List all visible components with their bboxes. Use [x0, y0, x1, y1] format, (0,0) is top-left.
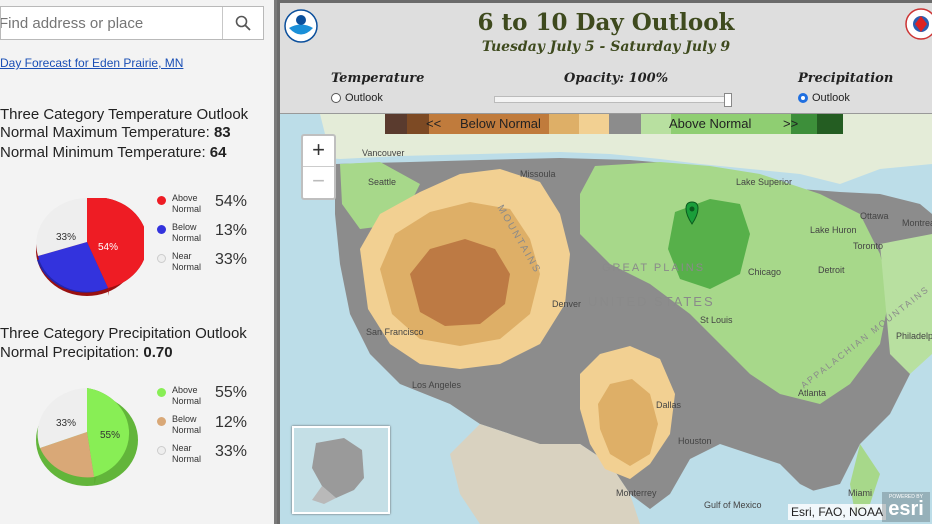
- search-input[interactable]: [1, 7, 227, 39]
- temp-legend-near: Near Normal: [157, 251, 210, 273]
- precip-above-value: 55%: [215, 384, 248, 401]
- precipitation-outlook-radio[interactable]: Outlook: [798, 92, 850, 104]
- above-color-icon: [157, 196, 166, 205]
- precip-near-value: 33%: [215, 443, 248, 460]
- search-icon: [235, 15, 251, 31]
- esri-logo: POWERED BY esri: [882, 492, 930, 522]
- legend-next-button[interactable]: >>: [783, 116, 799, 131]
- noaa-logo-icon: [284, 9, 318, 43]
- temp-above-value: 54%: [215, 193, 248, 210]
- normal-precipitation: Normal Precipitation: 0.70: [0, 344, 173, 361]
- temperature-outlook-title: Three Category Temperature Outlook: [0, 106, 249, 123]
- city-label: Gulf of Mexico: [704, 500, 762, 510]
- city-label: Toronto: [853, 241, 884, 251]
- precip-legend-below: Below Normal: [157, 414, 210, 436]
- below-normal-label: Below Normal: [460, 116, 541, 131]
- map-location-pin-icon[interactable]: [685, 201, 699, 225]
- temp-legend-above: Above Normal: [157, 193, 210, 215]
- city-label: Philadelphia: [896, 331, 932, 341]
- opacity-slider[interactable]: [494, 93, 732, 107]
- below-color-icon: [157, 417, 166, 426]
- outlook-color-legend: [385, 114, 843, 134]
- normal-min-temp: Normal Minimum Temperature: 64: [0, 144, 227, 161]
- temperature-radio-icon: [331, 93, 341, 103]
- city-label: St Louis: [700, 315, 733, 325]
- city-label: Dallas: [656, 400, 682, 410]
- outlook-panel: 6 to 10 Day Outlook Tuesday July 5 - Sat…: [280, 3, 932, 524]
- temperature-outlook-radio[interactable]: Outlook: [331, 92, 383, 104]
- city-label: Los Angeles: [412, 380, 462, 390]
- map-attribution: Esri, FAO, NOAA: [787, 504, 886, 520]
- zoom-out-button[interactable]: −: [312, 168, 325, 193]
- temp-below-value: 13%: [215, 222, 248, 239]
- city-label: Lake Huron: [810, 225, 857, 235]
- region-label: GREAT PLAINS: [602, 262, 706, 274]
- city-label: Houston: [678, 436, 712, 446]
- legend-prev-button[interactable]: <<: [426, 116, 442, 131]
- info-panel: Day Forecast for Eden Prairie, MN Three …: [0, 0, 277, 524]
- nws-logo-icon: [905, 8, 932, 40]
- temp-legend-below: Below Normal: [157, 222, 210, 244]
- search-box: [0, 6, 264, 40]
- outlook-title: 6 to 10 Day Outlook: [477, 9, 735, 36]
- outlook-map[interactable]: Vancouver Seattle Missoula Lake Superior…: [280, 114, 932, 524]
- near-color-icon: [157, 254, 166, 263]
- alaska-inset-map: [292, 426, 390, 514]
- city-label: Montreal: [902, 218, 932, 228]
- outlook-date-range: Tuesday July 5 - Saturday July 9: [481, 39, 731, 55]
- precip-legend-near: Near Normal: [157, 443, 210, 465]
- city-label: Chicago: [748, 267, 782, 277]
- city-label: San Francisco: [366, 327, 424, 337]
- normal-max-temp: Normal Maximum Temperature: 83: [0, 124, 231, 141]
- search-button[interactable]: [222, 7, 263, 39]
- precipitation-outlook-title: Three Category Precipitation Outlook: [0, 325, 247, 342]
- outlook-header: 6 to 10 Day Outlook Tuesday July 5 - Sat…: [280, 3, 932, 114]
- precip-below-value: 12%: [215, 414, 248, 431]
- temperature-label: Temperature: [331, 71, 425, 86]
- city-label: Monterrey: [616, 488, 657, 498]
- below-color-icon: [157, 225, 166, 234]
- city-label: Ottawa: [860, 211, 889, 221]
- zoom-in-button[interactable]: +: [303, 136, 334, 167]
- precipitation-pie-chart: 55% 33%: [36, 388, 138, 486]
- forecast-link[interactable]: Day Forecast for Eden Prairie, MN: [0, 56, 184, 70]
- temp-near-value: 33%: [215, 251, 248, 268]
- city-label: Detroit: [818, 265, 845, 275]
- opacity-slider-handle[interactable]: [724, 93, 732, 107]
- city-label: Atlanta: [798, 388, 827, 398]
- city-label: Seattle: [368, 177, 397, 187]
- temp-pie-above-label: 54%: [98, 242, 118, 253]
- above-color-icon: [157, 388, 166, 397]
- city-label: Denver: [552, 299, 582, 309]
- city-label: Vancouver: [362, 148, 405, 158]
- city-label: Missoula: [520, 169, 556, 179]
- region-label: UNITED STATES: [588, 294, 715, 309]
- above-normal-label: Above Normal: [669, 116, 752, 131]
- near-color-icon: [157, 446, 166, 455]
- precip-pie-near-label: 33%: [56, 418, 76, 429]
- city-label: Lake Superior: [736, 177, 793, 187]
- temp-pie-near-label: 33%: [56, 232, 76, 243]
- zoom-control: + −: [301, 134, 336, 200]
- temperature-pie-chart: 54% 33%: [36, 198, 144, 296]
- city-label: Miami: [848, 488, 872, 498]
- precip-pie-above-label: 55%: [100, 430, 120, 441]
- precip-legend-above: Above Normal: [157, 385, 210, 407]
- precipitation-label: Precipitation: [798, 71, 894, 86]
- precipitation-radio-icon: [798, 93, 808, 103]
- alaska-inset-canvas: [312, 438, 364, 504]
- opacity-label: Opacity: 100%: [564, 71, 669, 86]
